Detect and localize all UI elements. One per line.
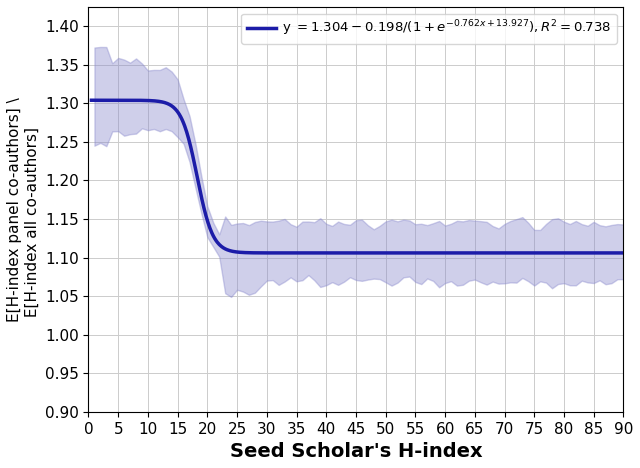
X-axis label: Seed Scholar's H-index: Seed Scholar's H-index [230, 442, 483, 461]
y $=1.304 - 0.198/(1 + e^{-0.762x + 13.927}), R^2 = 0.738$ [397, 250, 404, 256]
Line: y $=1.304 - 0.198/(1 + e^{-0.762x + 13.927}), R^2 = 0.738$: y $=1.304 - 0.198/(1 + e^{-0.762x + 13.9… [92, 100, 623, 253]
y $=1.304 - 0.198/(1 + e^{-0.762x + 13.927}), R^2 = 0.738$ [88, 97, 95, 103]
y $=1.304 - 0.198/(1 + e^{-0.762x + 13.927}), R^2 = 0.738$ [620, 250, 627, 256]
Legend: y $=1.304 - 0.198/(1 + e^{-0.762x + 13.927}), R^2 = 0.738$: y $=1.304 - 0.198/(1 + e^{-0.762x + 13.9… [241, 14, 617, 44]
y $=1.304 - 0.198/(1 + e^{-0.762x + 13.927}), R^2 = 0.738$ [120, 97, 128, 103]
y $=1.304 - 0.198/(1 + e^{-0.762x + 13.927}), R^2 = 0.738$ [465, 250, 473, 256]
Y-axis label: E[H-index panel co-authors] \
 E[H-index all co-authors]: E[H-index panel co-authors] \ E[H-index … [7, 97, 39, 322]
y $=1.304 - 0.198/(1 + e^{-0.762x + 13.927}), R^2 = 0.738$ [410, 250, 418, 256]
y $=1.304 - 0.198/(1 + e^{-0.762x + 13.927}), R^2 = 0.738$ [492, 250, 499, 256]
y $=1.304 - 0.198/(1 + e^{-0.762x + 13.927}), R^2 = 0.738$ [426, 250, 434, 256]
y $=1.304 - 0.198/(1 + e^{-0.762x + 13.927}), R^2 = 0.738$ [547, 250, 554, 256]
